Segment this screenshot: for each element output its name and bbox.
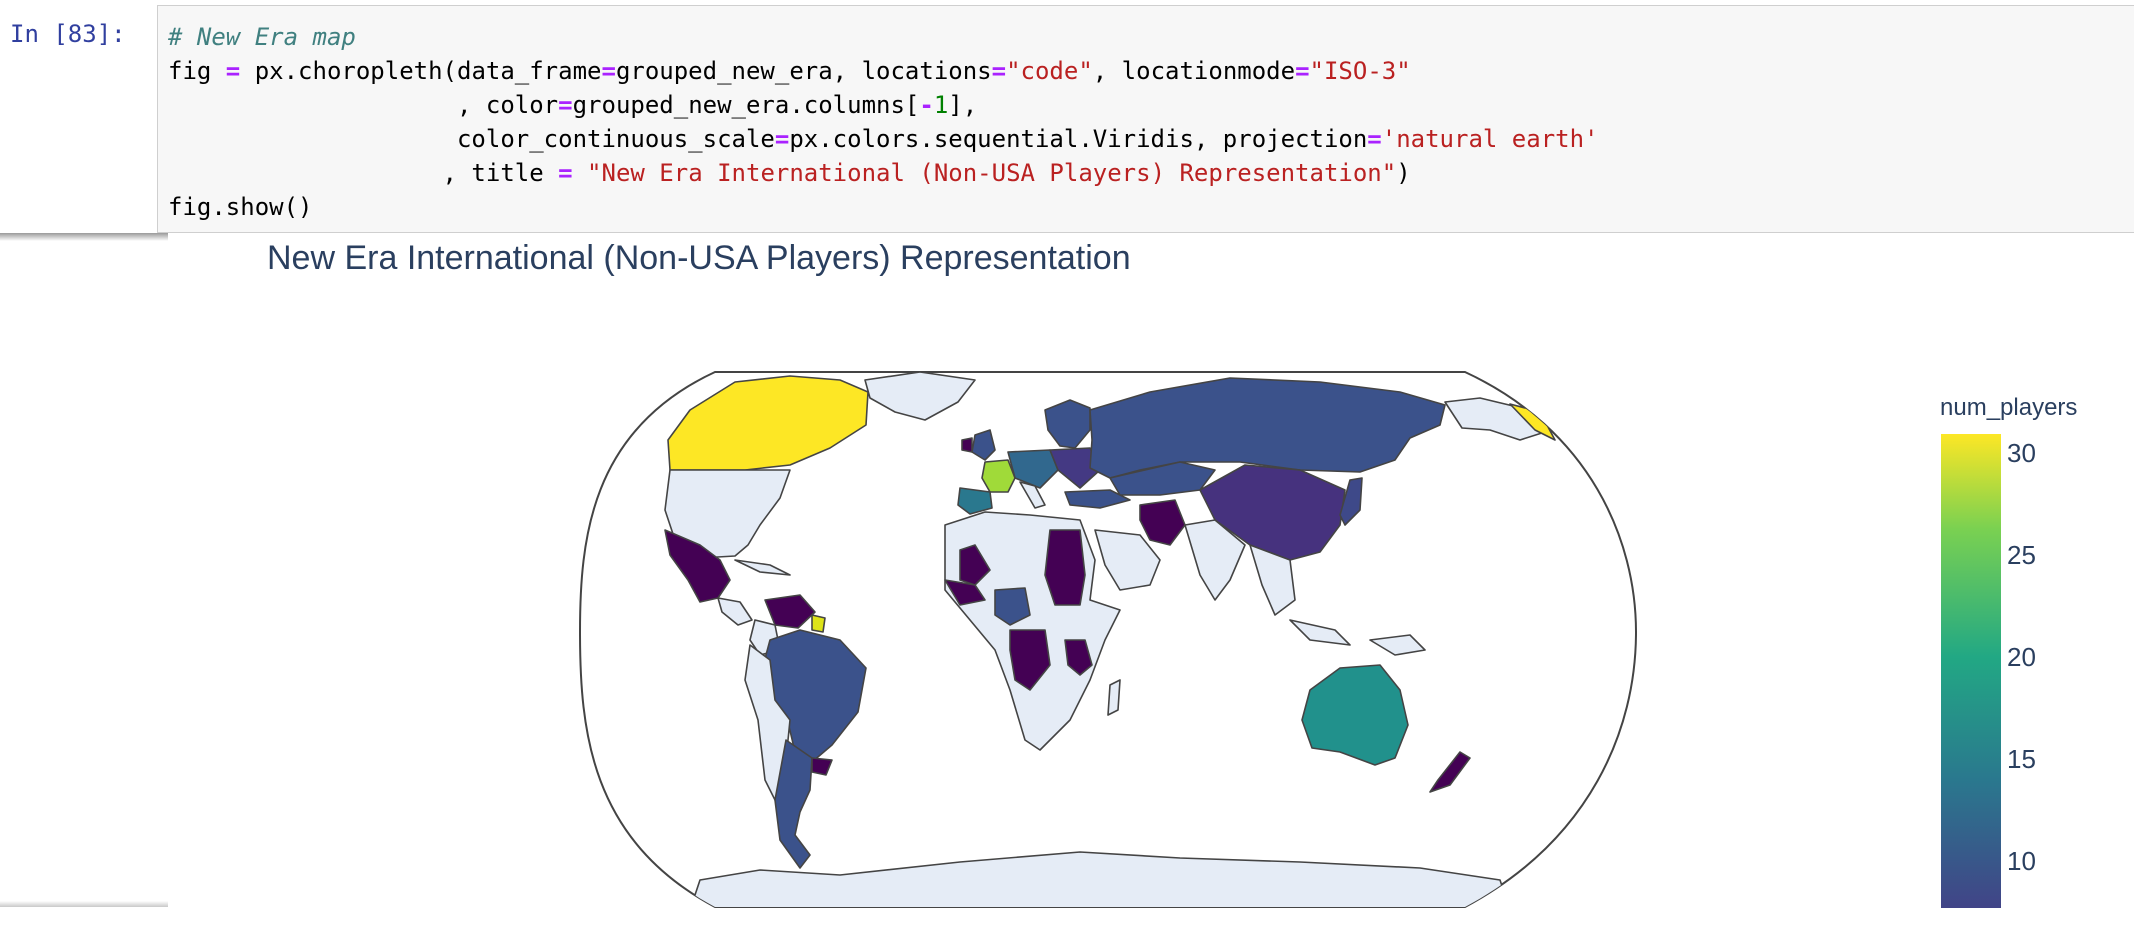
code-token: grouped_new_era.columns[ <box>572 91 920 119</box>
region-mali[interactable] <box>959 544 991 586</box>
code-line: , color=grouped_new_era.columns[-1], <box>168 91 977 119</box>
region-se-asia[interactable] <box>1249 544 1296 616</box>
region-madagascar[interactable] <box>1107 679 1121 716</box>
code-editor[interactable]: # New Era map fig = px.choropleth(data_f… <box>168 20 1599 224</box>
colorbar[interactable] <box>1941 434 2001 908</box>
region-india[interactable] <box>1184 519 1246 601</box>
code-token: 1 <box>933 91 949 119</box>
region-canada[interactable] <box>667 375 869 471</box>
code-token: color_continuous_scale <box>168 125 775 153</box>
code-token: px.colors.sequential.Viridis, projection <box>789 125 1368 153</box>
region-argentina[interactable] <box>774 739 813 869</box>
code-token: "code" <box>1006 57 1093 85</box>
code-token: , color <box>168 91 559 119</box>
region-russia[interactable] <box>1089 377 1446 479</box>
output-scroll-divider <box>0 901 168 907</box>
code-token: = <box>774 125 790 153</box>
region-eastern-europe[interactable] <box>1049 447 1101 489</box>
code-token: = <box>558 159 573 187</box>
region-greenland[interactable] <box>864 372 976 421</box>
region-turkey[interactable] <box>1064 489 1131 509</box>
region-arabia[interactable] <box>1094 529 1161 591</box>
region-caribbean[interactable] <box>734 559 791 576</box>
region-west-africa[interactable] <box>944 579 986 606</box>
code-token: ], <box>948 91 978 119</box>
region-venezuela[interactable] <box>764 594 816 629</box>
colorbar-tick-25: 25 <box>2007 540 2036 570</box>
code-token: px.choropleth(data_frame <box>240 57 602 85</box>
code-token: "New Era International (Non-USA Players)… <box>587 159 1397 187</box>
code-token: = <box>601 57 616 85</box>
region-central-america[interactable] <box>717 597 753 626</box>
code-token: fig <box>168 57 226 85</box>
region-china[interactable] <box>1199 464 1346 561</box>
code-cell[interactable]: # New Era map fig = px.choropleth(data_f… <box>157 5 2134 233</box>
colorbar-tick-10: 10 <box>2007 846 2036 876</box>
code-line: fig.show() <box>168 193 313 221</box>
code-line: , title = "New Era International (Non-US… <box>168 159 1411 187</box>
region-ireland[interactable] <box>961 437 973 453</box>
code-token: = <box>1367 125 1382 153</box>
output-shadow <box>0 233 168 241</box>
region-france[interactable] <box>981 459 1016 493</box>
code-token: = <box>558 91 573 119</box>
code-token: , title <box>168 159 559 187</box>
region-central-africa[interactable] <box>994 587 1031 626</box>
input-prompt: In [83]: <box>10 20 126 48</box>
code-token: fig.show() <box>168 193 313 221</box>
code-token: 'natural earth' <box>1381 125 1599 153</box>
region-usa[interactable] <box>664 469 791 559</box>
region-japan[interactable] <box>1339 477 1363 526</box>
region-guiana[interactable] <box>811 614 826 633</box>
region-indonesia[interactable] <box>1289 619 1351 646</box>
code-token: grouped_new_era, locations <box>615 57 992 85</box>
colorbar-tick-30: 30 <box>2007 438 2036 468</box>
region-congo[interactable] <box>1009 629 1051 691</box>
region-spain[interactable] <box>957 487 993 515</box>
colorbar-title: num_players <box>1940 394 2078 421</box>
region-scandinavia[interactable] <box>1044 399 1091 449</box>
code-token: # New Era map <box>168 23 356 51</box>
region-new-guinea[interactable] <box>1369 634 1426 656</box>
region-egypt-sudan[interactable] <box>1044 529 1086 606</box>
region-iran[interactable] <box>1139 499 1186 546</box>
code-token: , locationmode <box>1092 57 1296 85</box>
code-token: "ISO-3" <box>1309 57 1411 85</box>
region-uruguay[interactable] <box>811 757 833 776</box>
colorbar-tick-20: 20 <box>2007 642 2036 672</box>
code-token: = <box>225 57 241 85</box>
code-line: color_continuous_scale=px.colors.sequent… <box>168 125 1599 153</box>
region-new-zealand[interactable] <box>1429 751 1471 793</box>
figure-title: New Era International (Non-USA Players) … <box>267 239 1131 277</box>
region-antarctica[interactable] <box>689 851 1511 910</box>
code-token: = <box>1295 57 1310 85</box>
code-line: # New Era map <box>168 23 356 51</box>
region-italy[interactable] <box>1019 481 1046 509</box>
region-tanzania[interactable] <box>1064 639 1093 676</box>
colorbar-tick-15: 15 <box>2007 744 2036 774</box>
region-central-europe[interactable] <box>1007 449 1059 489</box>
code-token: ) <box>1396 159 1411 187</box>
code-token: - <box>919 91 934 119</box>
code-line: fig = px.choropleth(data_frame=grouped_n… <box>168 57 1411 85</box>
code-token: = <box>991 57 1007 85</box>
region-australia[interactable] <box>1301 664 1409 766</box>
